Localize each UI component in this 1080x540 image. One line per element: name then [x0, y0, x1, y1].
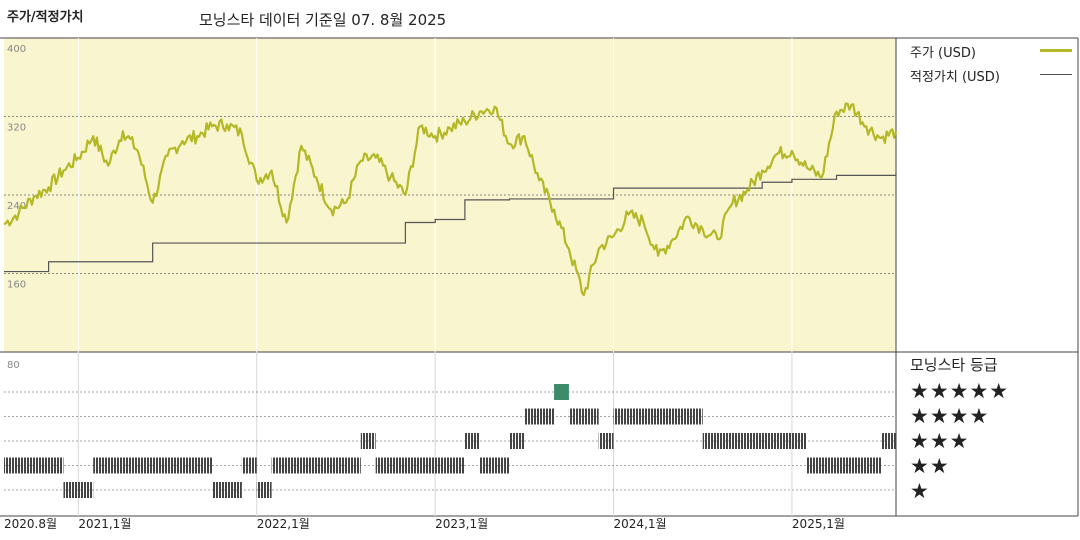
- rating-bar-5-star: [554, 384, 569, 400]
- data-date-subtitle: 모닝스타 데이터 기준일 07. 8월 2025: [199, 11, 447, 29]
- rating-bar-1-star: [212, 482, 242, 498]
- rating-bar-3-star: [509, 433, 525, 449]
- rating-bar-2-star: [479, 457, 510, 474]
- rating-5-stars: ★★★★★: [910, 379, 1010, 403]
- rating-4-stars: ★★★★: [910, 404, 990, 428]
- legend-fair-label: 적정가치 (USD): [910, 70, 1000, 85]
- y-tick-label: 80: [7, 360, 20, 371]
- rating-bar-4-star: [613, 408, 703, 425]
- legend-price-label: 주가 (USD): [910, 46, 976, 61]
- price-line: [3, 102, 898, 297]
- y-tick-label: 160: [7, 280, 26, 291]
- y-tick-label: 400: [7, 44, 26, 55]
- rating-bar-3-star: [464, 433, 480, 449]
- rating-bar-2-star: [806, 457, 882, 474]
- rating-2-stars: ★★: [910, 454, 950, 478]
- legend-fair: 적정가치 (USD): [910, 66, 1000, 85]
- rating-1-star: ★: [910, 479, 930, 503]
- y-tick-label: 320: [7, 123, 26, 134]
- rating-bar-1-star: [256, 482, 272, 498]
- rating-bar-4-star: [524, 408, 555, 425]
- rating-bar-4-star: [568, 408, 599, 425]
- x-tick-label: 2021,1월: [78, 517, 131, 531]
- rating-bar-3-star: [702, 433, 807, 449]
- x-tick-label: 2020.8월: [4, 517, 57, 531]
- rating-bar-3-star: [881, 433, 896, 449]
- chart-title: 주가/적정가치: [7, 10, 84, 25]
- x-tick-label: 2024,1월: [614, 517, 667, 531]
- legend-price-swatch: [1040, 49, 1072, 52]
- rating-bar-3-star: [360, 433, 376, 449]
- legend-price: 주가 (USD): [910, 42, 976, 61]
- x-tick-label: 2023,1월: [435, 517, 488, 531]
- legend-fair-swatch: [1040, 74, 1072, 75]
- rating-panel-title: 모닝스타 등급: [910, 356, 998, 374]
- rating-bar-2-star: [271, 457, 361, 474]
- fair-value-line: [4, 173, 897, 273]
- rating-bar-1-star: [63, 482, 94, 498]
- rating-bar-2-star: [241, 457, 257, 474]
- rating-bar-3-star: [598, 433, 614, 449]
- rating-bar-2-star: [93, 457, 213, 474]
- y-tick-label: 240: [7, 201, 26, 212]
- x-tick-label: 2022,1월: [257, 517, 310, 531]
- rating-bar-2-star: [375, 457, 465, 474]
- x-tick-label: 2025,1월: [792, 517, 845, 531]
- rating-3-stars: ★★★: [910, 429, 970, 453]
- rating-bar-2-star: [4, 457, 64, 474]
